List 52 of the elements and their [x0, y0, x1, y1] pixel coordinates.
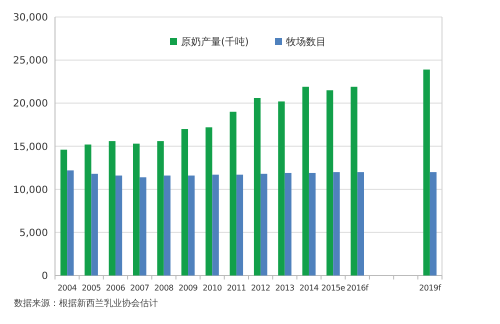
legend-label: 牧场数目 [286, 36, 326, 48]
y-tick-label: 20,000 [13, 98, 48, 110]
bar [133, 144, 140, 276]
x-tick-label: 2006 [106, 284, 126, 292]
y-tick-label: 0 [42, 271, 48, 282]
bar [326, 90, 334, 276]
x-tick-label: 2016f [346, 284, 369, 292]
bar [278, 101, 285, 276]
bar [423, 70, 430, 276]
x-tick-label: 2008 [154, 284, 174, 292]
bar [108, 141, 116, 276]
x-tick-label: 2019f [419, 284, 442, 292]
bar [164, 176, 170, 276]
legend-label: 原奶产量(千吨) [181, 36, 249, 48]
bar [157, 141, 164, 276]
bar [212, 174, 219, 276]
bar [430, 172, 437, 276]
bar [67, 170, 74, 276]
bar [350, 86, 358, 276]
x-tick-label: 2010 [202, 284, 222, 292]
x-tick-label: 2013 [275, 284, 295, 292]
x-tick-label: 2015e [321, 284, 346, 292]
bar [302, 86, 309, 276]
x-tick-label: 2007 [130, 284, 150, 292]
x-tick-label: 2014 [299, 284, 319, 292]
bar [284, 172, 292, 276]
bar [91, 174, 98, 276]
bar [333, 172, 340, 276]
x-tick-label: 2004 [58, 284, 77, 292]
source-note: 数据来源：根据新西兰乳业协会估计 [14, 298, 158, 309]
x-tick-label: 2005 [82, 284, 102, 292]
y-tick-label: 5,000 [19, 228, 48, 239]
bar [206, 127, 212, 276]
y-tick-label: 15,000 [13, 142, 48, 153]
bar [115, 176, 122, 276]
bar [230, 112, 236, 276]
x-tick-label: 2012 [251, 284, 270, 292]
bar [357, 172, 364, 276]
y-tick-label: 30,000 [13, 12, 48, 24]
bar [188, 176, 195, 276]
bar [60, 150, 68, 276]
y-tick-label: 25,000 [13, 56, 48, 67]
bar [308, 172, 316, 276]
bar [254, 98, 261, 276]
bar [84, 144, 92, 276]
bar [260, 174, 268, 276]
bar [236, 174, 244, 276]
x-tick-label: 2009 [178, 284, 198, 292]
y-tick-label: 10,000 [13, 184, 48, 196]
bar [181, 129, 188, 276]
bar [140, 177, 146, 276]
x-tick-label: 2011 [226, 284, 246, 292]
